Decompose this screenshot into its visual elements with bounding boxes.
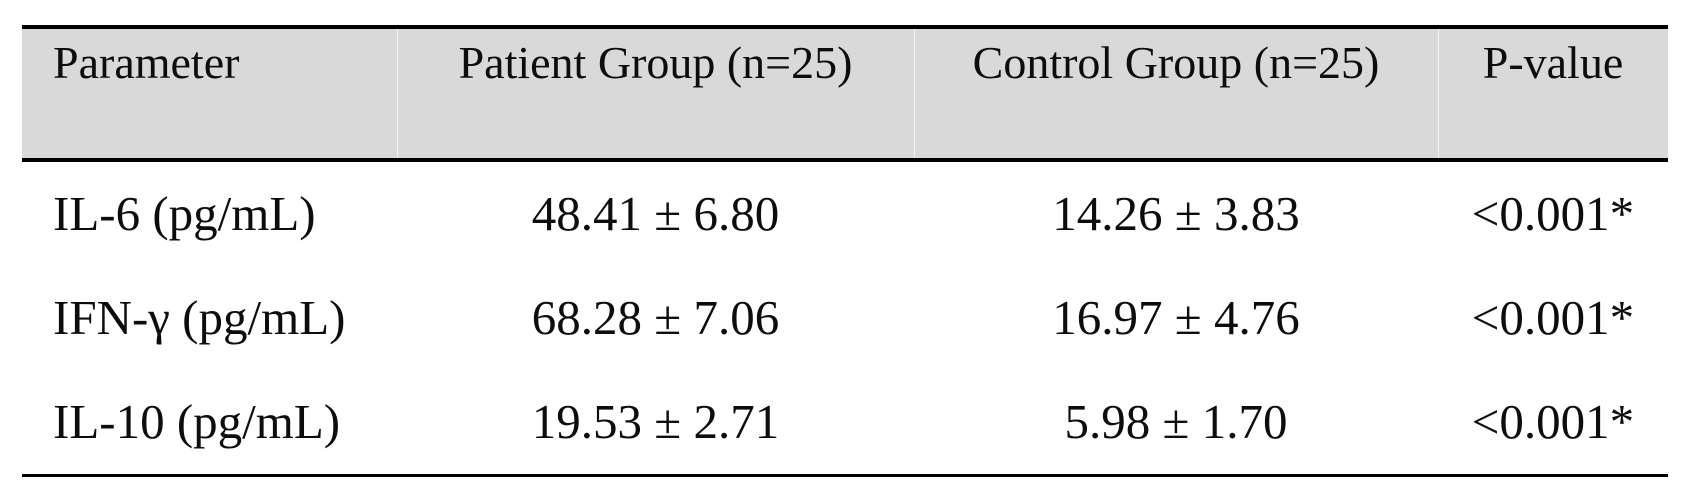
cell-parameter: IFN-γ (pg/mL) [22,266,397,370]
header-cell-p-value: P-value [1438,27,1668,162]
header-cell-control-group: Control Group (n=25) [914,27,1438,162]
cell-control-value: 5.98 ± 1.70 [914,370,1438,476]
table-header-row: Parameter Patient Group (n=25) Control G… [22,27,1668,162]
cell-p-value: <0.001* [1438,370,1668,476]
table-row: IFN-γ (pg/mL) 68.28 ± 7.06 16.97 ± 4.76 … [22,266,1668,370]
cell-p-value: <0.001* [1438,160,1668,266]
cell-parameter: IL-10 (pg/mL) [22,370,397,476]
cell-control-value: 16.97 ± 4.76 [914,266,1438,370]
cell-patient-value: 48.41 ± 6.80 [397,160,914,266]
table-row: IL-10 (pg/mL) 19.53 ± 2.71 5.98 ± 1.70 <… [22,370,1668,476]
cell-patient-value: 19.53 ± 2.71 [397,370,914,476]
table-row: IL-6 (pg/mL) 48.41 ± 6.80 14.26 ± 3.83 <… [22,160,1668,266]
header-cell-patient-group: Patient Group (n=25) [397,27,914,162]
header-cell-parameter: Parameter [22,27,397,162]
cell-p-value: <0.001* [1438,266,1668,370]
cell-patient-value: 68.28 ± 7.06 [397,266,914,370]
cell-control-value: 14.26 ± 3.83 [914,160,1438,266]
cell-parameter: IL-6 (pg/mL) [22,160,397,266]
cytokine-results-table: Parameter Patient Group (n=25) Control G… [22,25,1668,477]
